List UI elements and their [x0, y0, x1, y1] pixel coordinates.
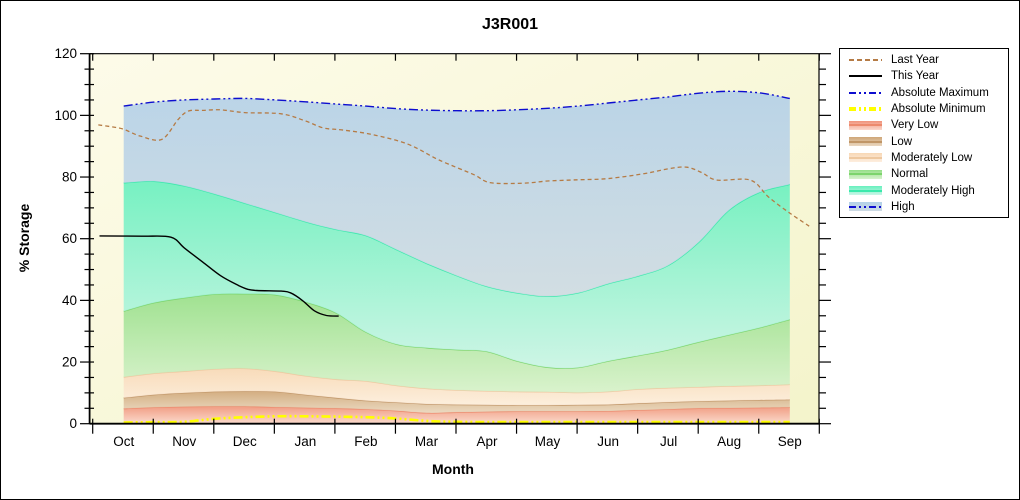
legend-item-label: This Year: [891, 70, 939, 83]
y-axis-title: % Storage: [16, 204, 32, 273]
axes: [80, 53, 831, 434]
legend-item-normal: Normal: [840, 166, 1008, 182]
data-lines: [98, 90, 812, 424]
legend-band-swatch: [849, 153, 882, 163]
band-moderately-high: [123, 181, 790, 369]
legend-item-label: Normal: [891, 168, 929, 181]
band-low: [123, 391, 790, 413]
legend-line-swatch: [849, 107, 882, 112]
x-tick-label: May: [535, 434, 561, 449]
y-tick-label: 20: [62, 355, 77, 370]
x-tick-label: Jul: [660, 434, 677, 449]
x-tick-label: Jan: [294, 434, 316, 449]
legend-item-this-year: This Year: [840, 68, 1008, 84]
legend-band-centerline: [849, 124, 882, 127]
legend-item-absolute-minimum: Absolute Minimum: [840, 101, 1008, 117]
legend-item-label: Very Low: [891, 119, 939, 132]
legend-item-label: Absolute Maximum: [891, 86, 989, 99]
legend-band-swatch: [849, 202, 882, 212]
legend-item-label: Absolute Minimum: [891, 103, 986, 116]
y-tick-label: 80: [62, 170, 77, 185]
line-absolute-maximum: [123, 90, 790, 112]
x-axis-title: Month: [432, 461, 474, 477]
percentile-bands: [123, 91, 790, 424]
y-tick-label: 120: [54, 46, 77, 61]
band-normal: [123, 293, 790, 393]
legend-band-centerline: [849, 140, 882, 143]
line-last-year: [98, 109, 812, 228]
y-tick-label: 60: [62, 231, 77, 246]
x-tick-label: Dec: [233, 434, 257, 449]
band-moderately-low: [123, 368, 790, 406]
legend-item-moderately-high: Moderately High: [840, 183, 1008, 199]
tick-labels: 0 20 40 60 80 100 120 Oct Nov Dec Jan Feb Mar Apr May J…: [54, 46, 801, 449]
legend-item-moderately-low: Moderately Low: [840, 150, 1008, 166]
x-tick-label: Sep: [778, 434, 802, 449]
legend-band-centerline: [849, 205, 882, 208]
x-tick-label: Jun: [597, 434, 619, 449]
band-high: [123, 91, 790, 297]
legend-band-centerline: [849, 173, 882, 176]
x-tick-label: Apr: [476, 434, 498, 449]
x-tick-label: Nov: [172, 434, 196, 449]
x-tick-label: Mar: [415, 434, 439, 449]
line-this-year: [99, 235, 339, 317]
line-absolute-minimum: [123, 414, 790, 424]
legend-line-swatch: [849, 59, 882, 62]
legend-item-high: High: [840, 199, 1008, 215]
legend-item-low: Low: [840, 134, 1008, 150]
legend-band-swatch: [849, 169, 882, 179]
legend-item-last-year: Last Year: [840, 52, 1008, 68]
x-tick-label: Oct: [113, 434, 134, 449]
legend-band-swatch: [849, 186, 882, 196]
legend-item-absolute-maximum: Absolute Maximum: [840, 85, 1008, 101]
legend-item-label: Low: [891, 135, 913, 148]
legend-item-label: Moderately High: [891, 184, 975, 197]
y-tick-label: 0: [69, 416, 77, 431]
legend-band-centerline: [849, 189, 882, 192]
y-tick-label: 100: [54, 108, 77, 123]
legend-item-very-low: Very Low: [840, 117, 1008, 133]
legend-line-swatch: [849, 91, 882, 94]
legend-item-label: Last Year: [891, 54, 939, 67]
x-tick-label: Feb: [354, 434, 377, 449]
legend-line-swatch: [849, 75, 882, 78]
legend-band-swatch: [849, 120, 882, 130]
y-tick-label: 40: [62, 293, 77, 308]
legend-item-label: High: [891, 200, 915, 213]
x-tick-label: Aug: [717, 434, 741, 449]
chart-title: J3R001: [482, 16, 538, 33]
legend-band-centerline: [849, 156, 882, 159]
legend-band-swatch: [849, 137, 882, 147]
legend: Last Year This Year Absolute Maximum Absolu…: [839, 48, 1009, 218]
legend-item-label: Moderately Low: [891, 151, 973, 164]
